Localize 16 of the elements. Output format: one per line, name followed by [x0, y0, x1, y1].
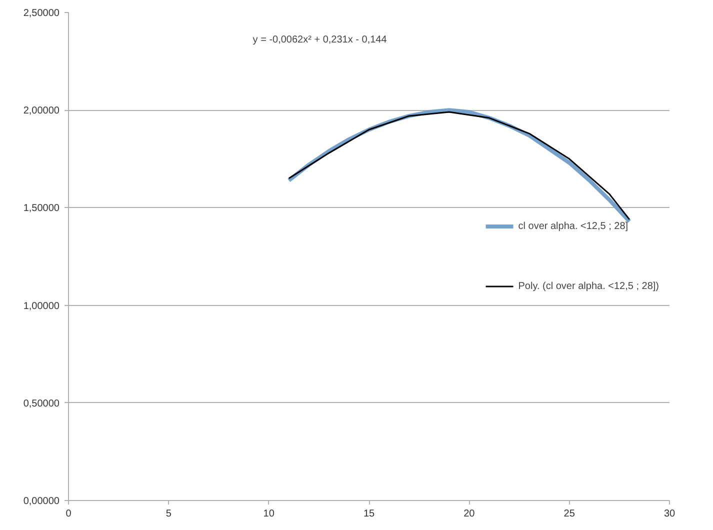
y-tick-label: 2,50000	[23, 8, 60, 19]
y-tick-label: 1,50000	[23, 203, 60, 214]
x-tick-label: 20	[464, 508, 476, 520]
x-tick-label: 15	[363, 508, 375, 520]
legend-label: cl over alpha. <12,5 ; 28]	[518, 220, 628, 232]
annotation: y = -0,0062x² + 0,231x - 0,144	[252, 34, 388, 46]
y-tick-label: 1,00000	[23, 300, 60, 312]
x-tick-label: 5	[166, 508, 172, 520]
x-tick-label: 30	[664, 508, 676, 520]
x-tick-label: 25	[564, 508, 576, 520]
y-tick-label: 2,00000	[23, 106, 60, 117]
x-tick-label: 10	[263, 508, 275, 520]
legend-label: Poly. (cl over alpha. <12,5 ; 28])	[518, 280, 659, 292]
y-tick-label: 0,00000	[23, 496, 60, 507]
y-tick-label: 0,50000	[23, 398, 60, 410]
x-tick-label: 0	[66, 508, 72, 520]
